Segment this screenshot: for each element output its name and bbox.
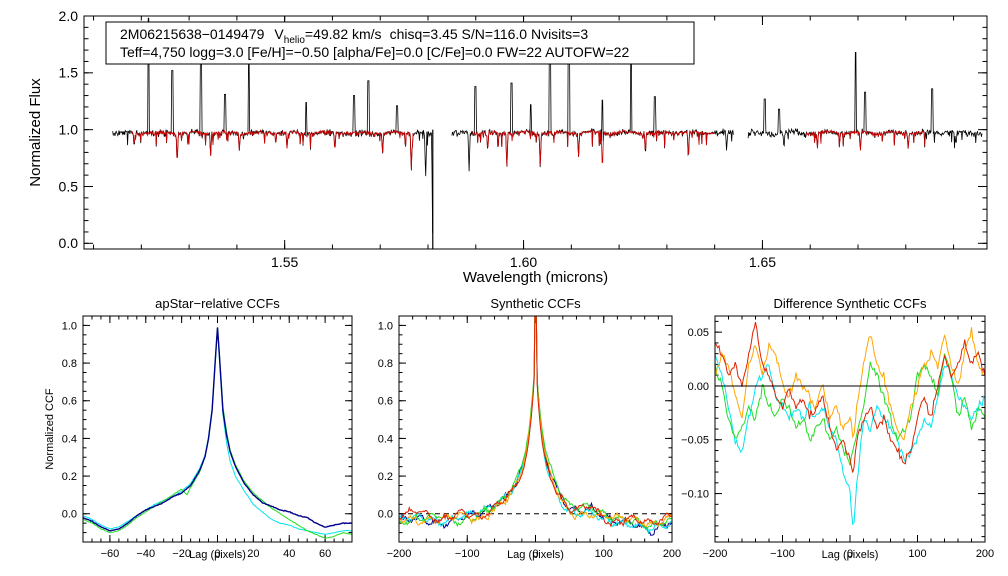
y-tick-label: 0.4 bbox=[378, 433, 393, 445]
x-tick-label: 0 bbox=[214, 548, 220, 560]
observed-spectrum-line bbox=[747, 51, 983, 149]
synthetic-spectrum-line bbox=[471, 129, 715, 167]
y-tick-label: 0.8 bbox=[378, 358, 393, 370]
y-tick-label: 2.0 bbox=[59, 8, 79, 24]
plot-frame bbox=[398, 315, 673, 543]
plot-frame bbox=[82, 315, 353, 543]
x-tick-label: 100 bbox=[595, 548, 613, 560]
y-tick-label: 1.0 bbox=[378, 320, 393, 332]
velocity-subscript: helio bbox=[284, 35, 306, 46]
y-tick-label: 1.0 bbox=[62, 320, 77, 332]
x-axis-label: Wavelength (microns) bbox=[463, 269, 608, 286]
velocity-label: V bbox=[274, 26, 284, 42]
y-tick-label: 0.8 bbox=[62, 358, 77, 370]
ccf-lines bbox=[83, 327, 352, 539]
x-tick-label: 0 bbox=[847, 548, 853, 560]
x-tick-label: 0 bbox=[532, 548, 538, 560]
plot-frame bbox=[714, 315, 986, 543]
spectrum-lines bbox=[112, 17, 983, 249]
x-tick-label: −60 bbox=[101, 548, 120, 560]
y-axis-label: Normalized CCF bbox=[44, 388, 56, 470]
ccf-line-0 bbox=[83, 327, 352, 532]
x-tick-label: 200 bbox=[663, 548, 681, 560]
x-tick-label: 1.55 bbox=[271, 254, 298, 270]
y-tick-label: 1.5 bbox=[59, 65, 79, 81]
ccf-line-2 bbox=[83, 327, 352, 539]
chart-title: Synthetic CCFs bbox=[490, 296, 581, 311]
x-tick-label: 60 bbox=[319, 548, 331, 560]
ccf-line-4 bbox=[399, 316, 672, 528]
y-tick-label: 0.6 bbox=[378, 396, 393, 408]
y-tick-label: −0.05 bbox=[681, 435, 709, 447]
synthetic-spectrum-line bbox=[805, 129, 926, 151]
x-tick-label: −100 bbox=[770, 548, 795, 560]
x-tick-label: 200 bbox=[976, 548, 994, 560]
x-axis-label: Lag (pixels) bbox=[507, 549, 564, 561]
y-tick-label: 0.2 bbox=[62, 471, 77, 483]
panel-diff_ccf: −200 −100 0 100 200 −0.10 −0.05 0.00 0.05 Lag (pi… bbox=[681, 296, 994, 561]
panel-apstar_ccf: −60 −40 −20 0 20 40 60 0.0 0.2 0.4 0.6 0.8 1.0 Lag (p… bbox=[44, 296, 353, 561]
velocity-value: =49.82 km/s bbox=[305, 26, 382, 42]
ccf-lines bbox=[399, 316, 672, 537]
x-tick-label: 1.65 bbox=[749, 254, 776, 270]
x-tick-label: −20 bbox=[172, 548, 191, 560]
y-tick-label: 0.0 bbox=[378, 509, 393, 521]
x-axis-label: Lag (pixels) bbox=[822, 549, 879, 561]
annotation-box: 2M06215638−0149479 Vhelio=49.82 km/s chisq… bbox=[105, 21, 695, 65]
x-tick-label: 100 bbox=[908, 548, 926, 560]
chart-title: apStar−relative CCFs bbox=[155, 296, 280, 311]
diff-line-3 bbox=[715, 321, 985, 473]
plot-frame bbox=[83, 15, 988, 250]
annotation-line-2: Teff=4,750 logg=3.0 [Fe/H]=−0.50 [alpha/… bbox=[120, 44, 629, 60]
y-axis-label: Normalized Flux bbox=[27, 78, 44, 187]
star-id: 2M06215638−0149479 bbox=[120, 26, 265, 42]
y-tick-label: 0.0 bbox=[62, 509, 77, 521]
panel-synthetic_ccf: −200 −100 0 100 200 0.0 0.2 0.4 0.6 0.8 1.0 Lag (pi… bbox=[378, 296, 681, 561]
y-tick-label: 0.2 bbox=[378, 471, 393, 483]
x-tick-label: −200 bbox=[387, 548, 412, 560]
x-tick-label: 40 bbox=[283, 548, 295, 560]
diff-line-1 bbox=[715, 353, 985, 466]
panel-spectrum: 1.55 1.60 1.65 0.0 0.5 1.0 1.5 2.0 Wavelength (m… bbox=[27, 8, 988, 286]
y-tick-label: 0.6 bbox=[62, 396, 77, 408]
diff-line-0 bbox=[715, 354, 985, 526]
y-tick-label: 0.0 bbox=[59, 235, 79, 251]
annotation-frame bbox=[105, 21, 695, 65]
x-tick-label: −100 bbox=[455, 548, 480, 560]
x-axis-label: Lag (pixels) bbox=[189, 549, 246, 561]
y-tick-label: 0.4 bbox=[62, 433, 77, 445]
chart-title: Difference Synthetic CCFs bbox=[774, 296, 927, 311]
x-tick-label: −200 bbox=[703, 548, 728, 560]
y-tick-label: 0.05 bbox=[688, 327, 709, 339]
fit-stats: chisq=3.45 S/N=116.0 Nvisits=3 bbox=[390, 26, 589, 42]
y-tick-label: 1.0 bbox=[59, 122, 79, 138]
x-tick-label: 20 bbox=[247, 548, 259, 560]
x-tick-label: 1.60 bbox=[510, 254, 537, 270]
ccf-line-1 bbox=[83, 329, 352, 536]
synthetic-spectrum-line bbox=[131, 129, 415, 170]
x-tick-label: −40 bbox=[136, 548, 155, 560]
y-tick-label: −0.10 bbox=[681, 488, 709, 500]
diff-lines bbox=[715, 321, 985, 526]
diff-line-2 bbox=[715, 327, 985, 441]
annotation-line-1: 2M06215638−0149479 Vhelio=49.82 km/s chisq… bbox=[120, 26, 588, 46]
y-tick-label: 0.5 bbox=[59, 178, 79, 194]
ccf-line-1 bbox=[399, 316, 672, 535]
y-tick-label: 0.00 bbox=[688, 381, 709, 393]
